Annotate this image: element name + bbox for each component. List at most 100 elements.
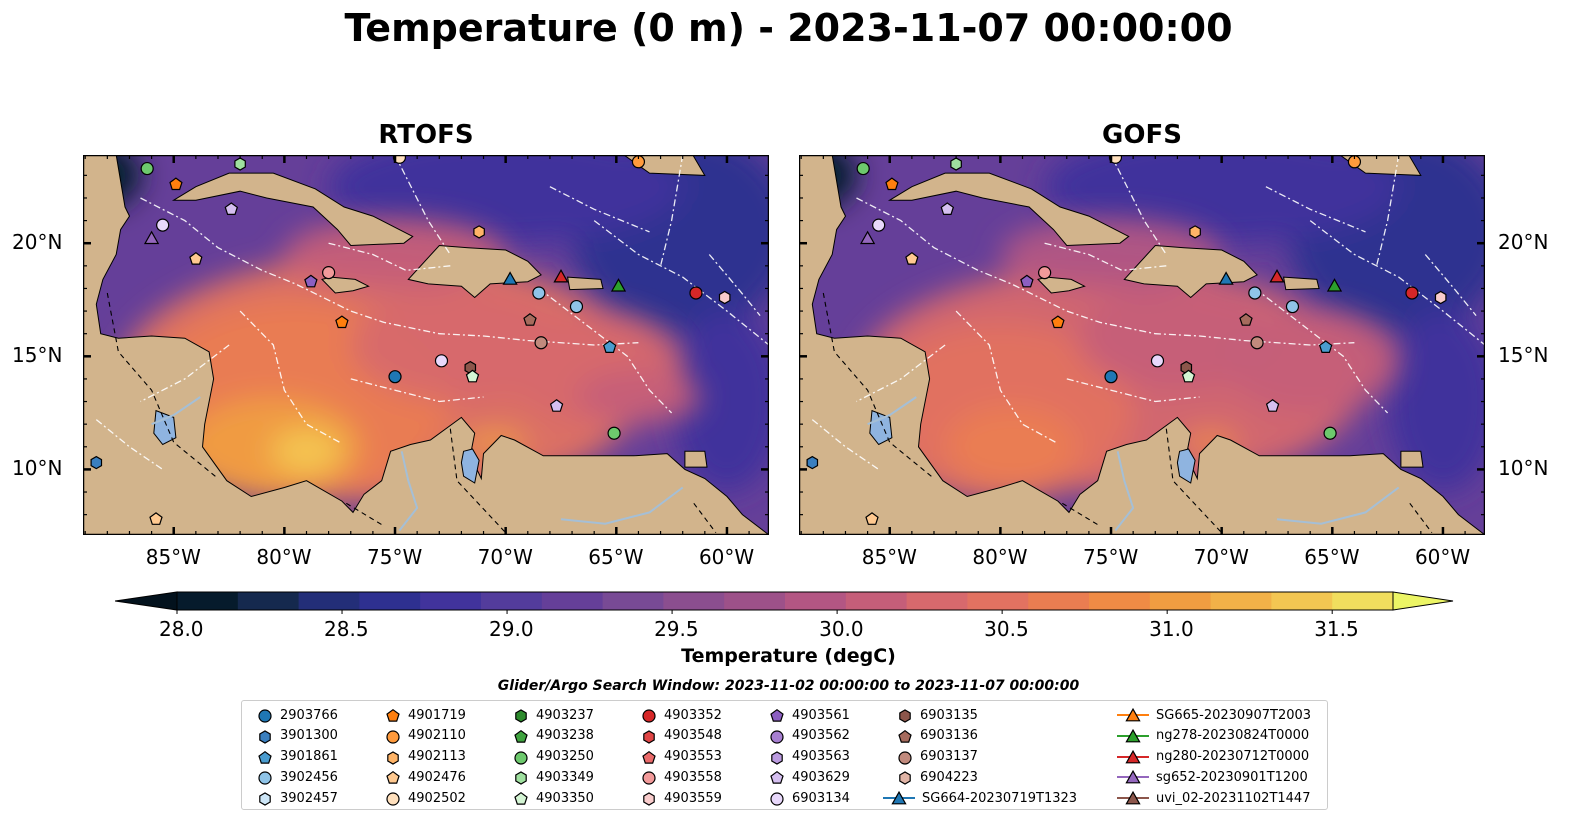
legend-label: 2903766 <box>280 707 338 723</box>
legend-label: 4903562 <box>792 728 850 744</box>
marker-4903559 <box>718 290 731 305</box>
legend-item: 4903250 <box>512 747 594 767</box>
marker-2903766 <box>388 370 402 384</box>
legend-marker-icon <box>883 791 915 805</box>
marker-4903350 <box>465 369 480 383</box>
legend-marker-icon <box>386 792 400 806</box>
colorbar-segment <box>1271 592 1333 610</box>
colorbar-segment <box>237 592 300 610</box>
marker-3902456 <box>569 299 584 314</box>
legend-item: 4903548 <box>640 726 722 746</box>
marker-4902113 <box>1189 225 1201 239</box>
legend-item: 4903559 <box>640 788 722 808</box>
gofs-lon-label: 60°W <box>1414 545 1471 569</box>
marker-ng280-20230712T0000 <box>553 268 569 283</box>
marker-4903629 <box>940 202 955 216</box>
marker-4901719 <box>1051 315 1065 329</box>
country-border <box>1062 502 1101 527</box>
map-panel-gofs <box>799 155 1485 535</box>
land-mass <box>171 172 414 247</box>
legend-item: 4902110 <box>384 726 466 746</box>
right-lat-label: 20°N <box>1498 230 1549 255</box>
legend-marker-icon <box>514 750 528 765</box>
marker-4903352 <box>1405 286 1419 300</box>
legend-label: 4903559 <box>664 790 722 806</box>
marker-6903134 <box>434 354 449 368</box>
country-border <box>1165 428 1223 534</box>
legend-label: uvi_02-20231102T1447 <box>1156 790 1311 806</box>
legend-label: 6903136 <box>920 728 978 744</box>
colorbar-segment <box>724 592 786 610</box>
legend-label: 6903137 <box>920 749 978 765</box>
legend-label: 4903629 <box>792 769 850 785</box>
marker-4902502 <box>392 155 407 164</box>
eez-boundary <box>328 242 451 272</box>
legend-item: 3901300 <box>256 726 338 746</box>
marker-6903137 <box>534 336 548 350</box>
map-frame <box>799 155 1485 535</box>
lake <box>1176 448 1196 484</box>
legend-item: 4903562 <box>768 726 850 746</box>
marker-4903250 <box>607 426 621 440</box>
marker-2903766 <box>1104 370 1118 384</box>
rtofs-lon-label: 70°W <box>477 545 533 569</box>
colorbar-label: Temperature (degC) <box>681 645 896 667</box>
left-lat-label: 15°N <box>12 343 63 368</box>
marker-4902476 <box>149 512 163 525</box>
legend-label: ng280-20230712T0000 <box>1156 749 1310 765</box>
legend-item: 4902502 <box>384 788 466 808</box>
colorbar-segment <box>177 592 239 610</box>
eez-boundary <box>394 155 451 255</box>
marker-6903134 <box>1150 354 1165 368</box>
legend-marker-icon <box>642 709 656 723</box>
marker-4903250 <box>856 161 870 176</box>
country-border <box>693 502 717 534</box>
legend-marker-icon <box>770 792 784 806</box>
colorbar-segment <box>359 592 421 610</box>
colorbar-tick-label: 28.5 <box>324 617 369 641</box>
colorbar-segment <box>1332 592 1394 610</box>
rtofs-lon-label: 85°W <box>145 545 201 569</box>
eez-boundary <box>1375 155 1400 266</box>
marker-SG664-20230719T1323 <box>1218 271 1234 285</box>
legend-marker-icon <box>770 708 784 722</box>
legend-item: 4903563 <box>768 747 850 767</box>
legend-marker-icon <box>899 709 911 723</box>
colorbar-segment <box>602 592 664 610</box>
legend-label: 6904223 <box>920 769 978 785</box>
legend-label: 3902456 <box>280 769 338 785</box>
eez-boundary <box>1265 186 1366 233</box>
river <box>398 451 419 532</box>
left-lat-label: 20°N <box>12 230 63 255</box>
legend-marker-icon <box>642 771 656 785</box>
marker-ng278-20230824T0000 <box>610 278 627 292</box>
map-frame <box>83 155 769 535</box>
legend-item: 4903238 <box>512 726 594 746</box>
legend-label: 6903135 <box>920 707 978 723</box>
land-mass <box>887 172 1130 247</box>
eez-boundary <box>1044 242 1167 272</box>
marker-3901861 <box>1318 340 1333 353</box>
marker-4902476 <box>189 251 203 265</box>
marker-4903559 <box>1434 290 1447 305</box>
marker-4903349 <box>950 157 962 171</box>
legend-marker-icon <box>642 750 656 764</box>
legend-item: 4903629 <box>768 767 850 787</box>
eez-boundary <box>1254 287 1389 414</box>
legend-item: 4901719 <box>384 705 466 725</box>
marker-4903352 <box>689 286 703 300</box>
eez-boundary <box>239 310 341 443</box>
panel-title-gofs: GOFS <box>1102 120 1182 150</box>
legend-marker-icon <box>898 750 912 765</box>
eez-boundary <box>955 310 1057 443</box>
country-border <box>346 502 385 527</box>
legend-label: 4902502 <box>408 790 466 806</box>
colorbar-tick-label: 28.0 <box>159 617 204 641</box>
river <box>1276 486 1400 525</box>
colorbar-segment <box>663 592 725 610</box>
colorbar-extend-low <box>115 591 178 611</box>
legend-item: uvi_02-20231102T1447 <box>1116 788 1310 808</box>
eez-boundary <box>659 155 684 266</box>
legend-item: 4902113 <box>384 747 466 767</box>
legend-label: 4903238 <box>536 728 594 744</box>
